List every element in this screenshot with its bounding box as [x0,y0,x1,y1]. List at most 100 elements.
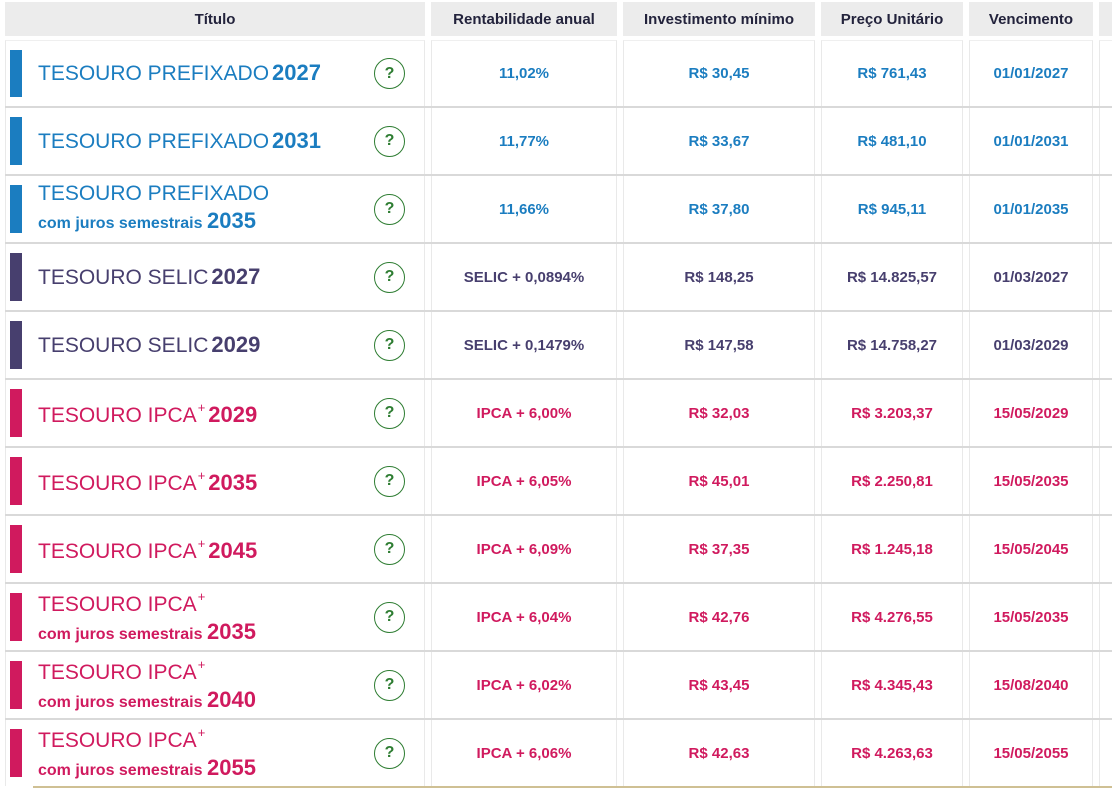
bond-name-line2: com juros semestrais 2035 [38,618,374,649]
bond-color-bar [10,729,22,777]
bond-title: TESOURO PREFIXADO [38,129,270,153]
bond-title: TESOURO IPCA [38,728,197,752]
investimento-minimo-value: R$ 42,76 [623,584,815,650]
help-icon[interactable]: ? [374,465,405,497]
bond-name-line1: TESOURO IPCA+ 2029 [38,397,374,429]
investimento-minimo-value: R$ 30,45 [623,40,815,106]
bond-subtitle: com juros semestrais [38,693,203,711]
bond-color-bar [10,593,22,641]
ipca-plus-superscript: + [197,400,206,415]
cutoff-cell [1099,176,1112,242]
vencimento-value: 15/05/2035 [969,584,1093,650]
help-icon[interactable]: ? [374,329,405,361]
bond-title: TESOURO SELIC [38,265,209,289]
vencimento-value: 15/05/2055 [969,720,1093,786]
help-icon[interactable]: ? [374,261,405,293]
bond-title-cell: TESOURO IPCA+ com juros semestrais 2040 … [5,652,425,718]
help-icon[interactable]: ? [374,58,405,89]
bond-name: TESOURO SELIC 2027 [38,264,374,291]
help-icon[interactable]: ? [374,669,405,701]
investimento-minimo-value: R$ 37,35 [623,516,815,582]
table-row: TESOURO IPCA+ 2029 ? IPCA + 6,00% R$ 32,0… [5,380,1112,448]
bond-year: 2027 [211,263,261,289]
preco-unitario-value: R$ 1.245,18 [821,516,963,582]
rentabilidade-value: IPCA + 6,02% [431,652,617,718]
bond-title: TESOURO IPCA [38,472,197,495]
bond-name-line1: TESOURO IPCA+ [38,722,374,754]
preco-unitario-value: R$ 14.758,27 [821,312,963,378]
bond-name-line1: TESOURO PREFIXADO [38,181,374,207]
bond-name: TESOURO PREFIXADO com juros semestrais 2… [38,181,374,238]
bond-title-cell: TESOURO IPCA+ 2045 ? [5,516,425,582]
investimento-minimo-value: R$ 42,63 [623,720,815,786]
rentabilidade-value: 11,02% [431,40,617,106]
preco-unitario-value: R$ 481,10 [821,108,963,174]
preco-unitario-value: R$ 761,43 [821,40,963,106]
help-icon[interactable]: ? [374,601,405,633]
bond-year: 2055 [206,754,256,780]
bond-color-bar [10,661,22,709]
bond-name-line1: TESOURO IPCA+ [38,654,374,686]
bond-title: TESOURO SELIC [38,333,209,357]
investimento-minimo-value: R$ 37,80 [623,176,815,242]
bond-title-cell: TESOURO PREFIXADO 2031 ? [5,108,425,174]
bond-title: TESOURO PREFIXADO [38,62,270,85]
table-row: TESOURO IPCA+ com juros semestrais 2055 … [5,720,1112,786]
bond-color-bar [10,389,22,437]
rentabilidade-value: 11,66% [431,176,617,242]
vencimento-value: 15/08/2040 [969,652,1093,718]
bond-color-bar [10,50,22,97]
rentabilidade-value: IPCA + 6,00% [431,380,617,446]
rentabilidade-value: IPCA + 6,06% [431,720,617,786]
help-icon[interactable]: ? [374,533,405,565]
bond-name: TESOURO IPCA+ 2035 [38,465,374,497]
preco-unitario-value: R$ 2.250,81 [821,448,963,514]
ipca-plus-superscript: + [197,724,206,740]
bond-title-cell: TESOURO IPCA+ 2029 ? [5,380,425,446]
column-header-titulo: Título [5,2,425,36]
investimento-minimo-value: R$ 45,01 [623,448,815,514]
bond-name: TESOURO IPCA+ com juros semestrais 2035 [38,586,374,649]
cutoff-cell [1099,448,1112,514]
bond-title-cell: TESOURO IPCA+ 2035 ? [5,448,425,514]
ipca-plus-superscript: + [197,588,206,604]
bond-name-line1: TESOURO PREFIXADO 2027 [38,60,374,87]
bond-title-cell: TESOURO IPCA+ com juros semestrais 2035 … [5,584,425,650]
preco-unitario-value: R$ 3.203,37 [821,380,963,446]
bond-title-cell: TESOURO SELIC 2027 ? [5,244,425,310]
bond-name-line1: TESOURO SELIC 2027 [38,264,374,291]
bond-title-cell: TESOURO PREFIXADO 2027 ? [5,40,425,106]
vencimento-value: 15/05/2035 [969,448,1093,514]
vencimento-value: 15/05/2045 [969,516,1093,582]
vencimento-value: 01/03/2029 [969,312,1093,378]
bond-title-cell: TESOURO SELIC 2029 ? [5,312,425,378]
bond-color-bar [10,321,22,369]
help-icon[interactable]: ? [374,737,405,769]
bond-name: TESOURO IPCA+ com juros semestrais 2040 [38,654,374,717]
bond-name-line1: TESOURO SELIC 2029 [38,332,374,359]
table-row: TESOURO IPCA+ 2035 ? IPCA + 6,05% R$ 45,0… [5,448,1112,516]
table-row: TESOURO IPCA+ com juros semestrais 2040 … [5,652,1112,720]
bond-year: 2029 [208,402,258,427]
table-body: TESOURO PREFIXADO 2027 ? 11,02% R$ 30,45 … [5,40,1112,786]
table-row: TESOURO IPCA+ 2045 ? IPCA + 6,09% R$ 37,3… [5,516,1112,584]
rentabilidade-value: 11,77% [431,108,617,174]
bond-name: TESOURO PREFIXADO 2027 [38,60,374,87]
help-icon[interactable]: ? [374,397,405,429]
bond-color-bar [10,457,22,505]
cutoff-cell [1099,40,1112,106]
preco-unitario-value: R$ 4.276,55 [821,584,963,650]
cutoff-cell [1099,652,1112,718]
cutoff-cell [1099,244,1112,310]
bond-title: TESOURO PREFIXADO [38,181,270,205]
help-icon[interactable]: ? [374,125,405,157]
table-row: TESOURO IPCA+ com juros semestrais 2035 … [5,584,1112,652]
help-icon[interactable]: ? [374,193,405,225]
investimento-minimo-value: R$ 32,03 [623,380,815,446]
cutoff-cell [1099,720,1112,786]
bond-year: 2040 [206,686,256,712]
table-row: TESOURO SELIC 2029 ? SELIC + 0,1479% R$ 1… [5,312,1112,380]
bond-subtitle: com juros semestrais [38,761,203,779]
bond-name: TESOURO SELIC 2029 [38,332,374,359]
bottom-divider [33,786,1112,788]
